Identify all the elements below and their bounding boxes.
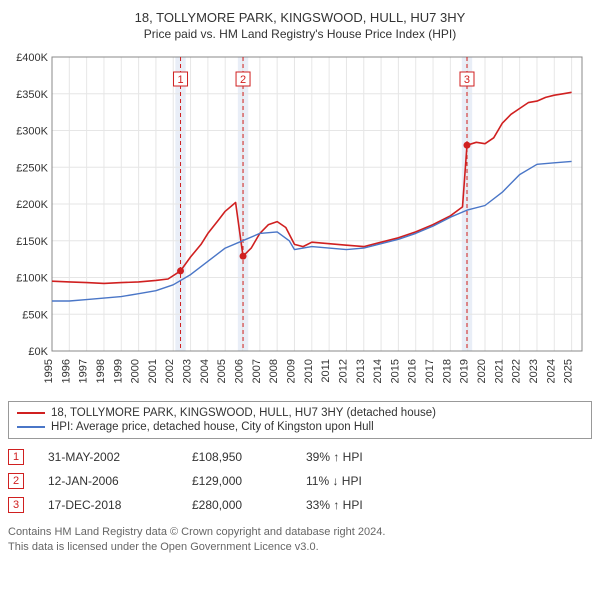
svg-text:2007: 2007 bbox=[251, 359, 263, 383]
svg-text:£50K: £50K bbox=[22, 309, 48, 321]
svg-text:2005: 2005 bbox=[216, 359, 228, 383]
sale-delta: 11% ↓ HPI bbox=[306, 474, 362, 488]
svg-text:£300K: £300K bbox=[16, 126, 48, 138]
legend: 18, TOLLYMORE PARK, KINGSWOOD, HULL, HU7… bbox=[8, 401, 592, 439]
sale-date: 31-MAY-2002 bbox=[48, 450, 168, 464]
svg-text:£400K: £400K bbox=[16, 52, 48, 64]
legend-label: HPI: Average price, detached house, City… bbox=[51, 421, 374, 433]
svg-text:2011: 2011 bbox=[320, 359, 332, 383]
sales-table: 1 31-MAY-2002 £108,950 39% ↑ HPI 2 12-JAN-200… bbox=[8, 445, 592, 517]
svg-text:2012: 2012 bbox=[337, 359, 349, 383]
sale-date: 17-DEC-2018 bbox=[48, 498, 168, 512]
legend-swatch bbox=[17, 426, 45, 428]
sale-badge: 1 bbox=[8, 449, 24, 465]
svg-text:2018: 2018 bbox=[441, 359, 453, 383]
sale-row: 2 12-JAN-2006 £129,000 11% ↓ HPI bbox=[8, 469, 592, 493]
svg-text:1998: 1998 bbox=[95, 359, 107, 383]
svg-text:2002: 2002 bbox=[164, 359, 176, 383]
svg-text:2000: 2000 bbox=[130, 359, 142, 383]
sale-badge: 2 bbox=[8, 473, 24, 489]
svg-text:£250K: £250K bbox=[16, 162, 48, 174]
svg-text:2016: 2016 bbox=[407, 359, 419, 383]
sale-badge: 3 bbox=[8, 497, 24, 513]
svg-text:2: 2 bbox=[240, 74, 246, 86]
svg-text:2023: 2023 bbox=[528, 359, 540, 383]
price-chart: £0K £50K £100K £150K £200K £250K £300K £350K £40… bbox=[8, 47, 592, 397]
chart-container: £0K £50K £100K £150K £200K £250K £300K £350K £40… bbox=[8, 47, 592, 397]
footer-line: Contains HM Land Registry data © Crown c… bbox=[8, 525, 592, 540]
sale-price: £108,950 bbox=[192, 450, 282, 464]
svg-text:2014: 2014 bbox=[372, 359, 384, 383]
page-subtitle: Price paid vs. HM Land Registry's House … bbox=[8, 27, 592, 41]
svg-text:2019: 2019 bbox=[459, 359, 471, 383]
svg-text:2001: 2001 bbox=[147, 359, 159, 383]
footer-line: This data is licensed under the Open Gov… bbox=[8, 540, 592, 555]
sale-price: £129,000 bbox=[192, 474, 282, 488]
legend-swatch bbox=[17, 412, 45, 414]
svg-text:£200K: £200K bbox=[16, 199, 48, 211]
footer-attribution: Contains HM Land Registry data © Crown c… bbox=[8, 525, 592, 555]
svg-text:£150K: £150K bbox=[16, 236, 48, 248]
svg-text:2015: 2015 bbox=[389, 359, 401, 383]
legend-item: HPI: Average price, detached house, City… bbox=[17, 420, 583, 434]
sale-row: 1 31-MAY-2002 £108,950 39% ↑ HPI bbox=[8, 445, 592, 469]
svg-text:2010: 2010 bbox=[303, 359, 315, 383]
svg-text:2008: 2008 bbox=[268, 359, 280, 383]
legend-label: 18, TOLLYMORE PARK, KINGSWOOD, HULL, HU7… bbox=[51, 407, 436, 419]
sale-row: 3 17-DEC-2018 £280,000 33% ↑ HPI bbox=[8, 493, 592, 517]
svg-text:2017: 2017 bbox=[424, 359, 436, 383]
page-title: 18, TOLLYMORE PARK, KINGSWOOD, HULL, HU7… bbox=[8, 10, 592, 25]
svg-text:1: 1 bbox=[177, 74, 183, 86]
sale-delta: 33% ↑ HPI bbox=[306, 498, 363, 512]
sale-price: £280,000 bbox=[192, 498, 282, 512]
svg-text:2020: 2020 bbox=[476, 359, 488, 383]
svg-text:2004: 2004 bbox=[199, 359, 211, 383]
legend-item: 18, TOLLYMORE PARK, KINGSWOOD, HULL, HU7… bbox=[17, 406, 583, 420]
svg-text:£0K: £0K bbox=[28, 346, 48, 358]
svg-text:2021: 2021 bbox=[493, 359, 505, 383]
svg-text:£350K: £350K bbox=[16, 89, 48, 101]
sale-date: 12-JAN-2006 bbox=[48, 474, 168, 488]
svg-text:2009: 2009 bbox=[285, 359, 297, 383]
svg-text:1997: 1997 bbox=[78, 359, 90, 383]
svg-text:2013: 2013 bbox=[355, 359, 367, 383]
svg-text:1996: 1996 bbox=[60, 359, 72, 383]
svg-text:£100K: £100K bbox=[16, 273, 48, 285]
svg-text:3: 3 bbox=[464, 74, 470, 86]
svg-text:2003: 2003 bbox=[182, 359, 194, 383]
sale-delta: 39% ↑ HPI bbox=[306, 450, 363, 464]
svg-text:2025: 2025 bbox=[563, 359, 575, 383]
svg-text:1995: 1995 bbox=[43, 359, 55, 383]
svg-text:2024: 2024 bbox=[545, 359, 557, 383]
svg-text:1999: 1999 bbox=[112, 359, 124, 383]
svg-text:2022: 2022 bbox=[511, 359, 523, 383]
svg-text:2006: 2006 bbox=[234, 359, 246, 383]
